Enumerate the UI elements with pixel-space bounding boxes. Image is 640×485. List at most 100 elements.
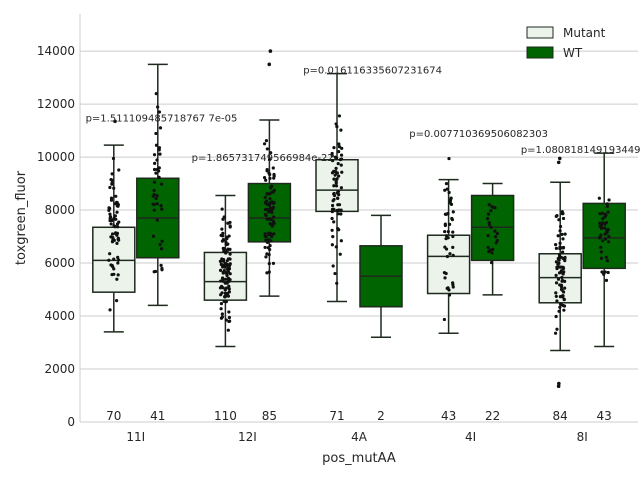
data-point (269, 186, 273, 190)
data-point (269, 239, 273, 243)
axis-layer: 0 2000 4000 6000 8000 10000 12000 14000 11I 12I 4A… (37, 14, 638, 444)
data-point (263, 195, 267, 199)
data-point (443, 276, 447, 280)
data-point (265, 169, 269, 173)
data-point (228, 225, 232, 229)
data-point (333, 271, 337, 276)
data-point (219, 302, 224, 306)
data-point (152, 167, 157, 172)
data-point (559, 269, 564, 273)
data-point (562, 304, 567, 308)
data-point (599, 256, 604, 260)
data-point (444, 234, 449, 238)
data-point (559, 287, 564, 291)
count-label-mutant: 71 (329, 409, 344, 423)
y-tick-label: 12000 (37, 97, 75, 111)
data-point (115, 299, 119, 303)
data-point (444, 237, 448, 241)
data-point (107, 258, 111, 262)
data-point (555, 299, 559, 303)
data-point (334, 166, 338, 170)
data-point (108, 252, 112, 256)
data-point (448, 222, 452, 227)
data-point (157, 169, 161, 173)
data-point (220, 312, 224, 316)
data-point (444, 181, 449, 186)
data-point (264, 178, 268, 182)
data-point (600, 211, 604, 215)
data-point (560, 232, 564, 236)
data-point (334, 170, 338, 174)
data-point (561, 237, 565, 241)
data-point (339, 163, 343, 167)
data-point (225, 242, 229, 247)
box-layer (92, 63, 626, 352)
data-point (269, 151, 273, 155)
data-point (487, 203, 491, 207)
data-point (487, 220, 491, 225)
data-point (272, 215, 276, 219)
legend-label-mutant: Mutant (563, 26, 606, 40)
data-point (560, 275, 564, 280)
data-point (108, 216, 112, 220)
outlier-point (556, 384, 561, 389)
data-point (264, 213, 268, 218)
y-tick-label: 10000 (37, 150, 75, 164)
data-point (116, 258, 121, 262)
data-point (337, 193, 341, 197)
data-point (330, 203, 335, 208)
data-point (490, 251, 494, 255)
data-point (554, 260, 558, 264)
p-value-annotation: p=0.007710369506082303 (409, 129, 548, 140)
data-point (447, 288, 451, 292)
data-point (160, 239, 164, 243)
data-point (154, 171, 158, 175)
data-point (227, 315, 231, 320)
x-axis-label: pos_mutAA (322, 451, 396, 466)
data-point (554, 294, 558, 298)
data-point (153, 161, 157, 165)
data-point (330, 151, 334, 156)
data-point (603, 270, 607, 274)
data-point (271, 261, 276, 265)
data-point (336, 227, 340, 231)
data-point (556, 234, 560, 238)
data-point (448, 199, 452, 203)
box-mutant-4i (426, 234, 471, 295)
data-point (223, 261, 227, 266)
data-point (606, 270, 610, 275)
dots-layer (107, 49, 611, 389)
data-point (110, 232, 115, 236)
data-point (222, 249, 226, 253)
data-point (222, 269, 226, 273)
data-point (114, 231, 118, 235)
data-point (228, 262, 232, 266)
data-point (268, 197, 272, 201)
data-point (604, 213, 608, 217)
data-point (557, 309, 561, 313)
data-point (111, 237, 115, 241)
data-point (108, 308, 112, 312)
data-point (557, 256, 561, 261)
data-point (447, 190, 451, 195)
data-point (340, 146, 344, 150)
data-point (339, 153, 344, 157)
y-tick-label: 2000 (44, 362, 75, 376)
y-tick-label: 8000 (44, 203, 75, 217)
data-point (443, 188, 447, 192)
data-point (340, 170, 344, 174)
data-point (563, 279, 567, 284)
data-point (601, 221, 605, 225)
data-point (332, 184, 336, 188)
data-point (558, 305, 562, 309)
data-point (222, 247, 226, 251)
p-value-annotation: p=1.511109485718767 7e-05 (86, 113, 238, 124)
data-point (563, 286, 567, 290)
data-point (221, 276, 225, 280)
data-point (339, 239, 343, 243)
data-point (599, 245, 603, 250)
data-point (447, 293, 452, 297)
data-point (561, 265, 565, 269)
outlier-point (557, 381, 561, 386)
